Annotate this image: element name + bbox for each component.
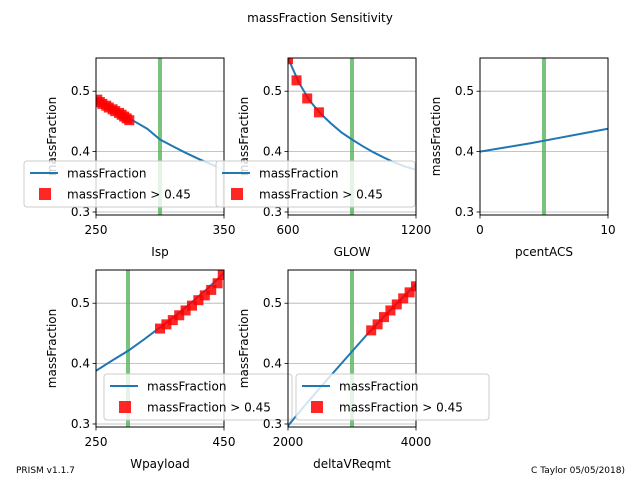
footer-version: PRISM v1.1.7 (16, 466, 75, 476)
x-tick-label: 600 (277, 223, 300, 237)
data-point-above-threshold (217, 270, 224, 280)
figure-title: massFraction Sensitivity (247, 11, 393, 25)
series-line-massFraction (96, 272, 224, 372)
plot-frame (479, 57, 609, 216)
data-point-above-threshold (313, 107, 324, 118)
y-tick-label: 0.5 (263, 296, 282, 310)
data-point-above-threshold (366, 325, 377, 336)
y-tick-label: 0.3 (71, 205, 90, 219)
legend-box (103, 373, 293, 421)
y-axis-label: massFraction (237, 309, 251, 388)
x-tick-label: 2000 (273, 435, 304, 449)
x-axis-label: pcentACS (515, 245, 573, 259)
legend-box (295, 373, 490, 421)
x-tick-label: 250 (85, 435, 108, 449)
legend-entry-label: massFraction > 0.45 (259, 188, 383, 202)
data-point-above-threshold (174, 310, 185, 321)
data-point-above-threshold (404, 287, 415, 298)
y-axis-label: massFraction (237, 97, 251, 176)
y-tick-label: 0.5 (455, 84, 474, 98)
data-point-above-threshold (161, 319, 172, 330)
plot-frame (95, 57, 225, 216)
data-point-above-threshold (212, 278, 223, 289)
x-axis-label: Isp (151, 245, 168, 259)
y-tick-label: 0.4 (71, 357, 90, 371)
legend-marker-swatch (231, 188, 243, 200)
legend-entry-label: massFraction (67, 167, 146, 181)
plot-frame (95, 269, 225, 428)
data-point-above-threshold (187, 300, 197, 311)
data-point-above-threshold (180, 305, 191, 316)
legend: massFraction massFraction > 0.45 (295, 373, 490, 421)
data-point-above-threshold (199, 290, 210, 301)
y-tick-label: 0.4 (455, 145, 474, 159)
data-point-above-threshold (379, 312, 389, 323)
y-tick-label: 0.3 (455, 205, 474, 219)
plot-frame (287, 269, 417, 428)
footer-author-date: C Taylor 05/05/2018) (531, 466, 625, 476)
y-tick-label: 0.5 (71, 296, 90, 310)
series-line-massFraction (480, 127, 608, 153)
x-axis-label: deltaVReqmt (313, 457, 391, 471)
legend-entry-label: massFraction > 0.45 (67, 188, 191, 202)
y-axis-label: massFraction (45, 309, 59, 388)
legend: massFraction massFraction > 0.45 (23, 160, 224, 208)
y-tick-label: 0.4 (71, 145, 90, 159)
subplot-5: 0.3 0.4 0.5 2000 4000 deltaVReqmt massFraction… (237, 269, 490, 471)
data-point-above-threshold (411, 281, 416, 292)
y-axis-label: massFraction (429, 97, 443, 176)
y-tick-label: 0.4 (263, 145, 282, 159)
y-tick-label: 0.3 (263, 205, 282, 219)
data-point-above-threshold (302, 93, 313, 104)
y-axis-label: massFraction (45, 97, 59, 176)
x-tick-label: 450 (213, 435, 236, 449)
data-point-above-threshold (372, 319, 383, 330)
plot-frame (287, 57, 417, 216)
legend-box (215, 160, 416, 208)
legend-marker-swatch (119, 401, 131, 413)
legend-entry-label: massFraction > 0.45 (339, 401, 463, 415)
data-point-above-threshold (124, 115, 135, 126)
legend-marker-swatch (39, 188, 51, 200)
legend-entry-label: massFraction (147, 380, 226, 394)
x-tick-label: 250 (85, 223, 108, 237)
legend: massFraction massFraction > 0.45 (215, 160, 416, 208)
data-point-above-threshold (193, 295, 204, 306)
data-point-above-threshold (167, 315, 178, 326)
x-axis-label: GLOW (334, 245, 371, 259)
data-point-above-threshold (155, 323, 165, 334)
x-tick-label: 0 (476, 223, 484, 237)
data-point-above-threshold (288, 58, 293, 65)
y-tick-label: 0.4 (263, 357, 282, 371)
legend-entry-label: massFraction (339, 380, 418, 394)
legend-entry-label: massFraction > 0.45 (147, 401, 271, 415)
x-axis-label: Wpayload (130, 457, 190, 471)
y-tick-label: 0.5 (263, 84, 282, 98)
x-tick-label: 10 (600, 223, 615, 237)
x-tick-label: 1200 (401, 223, 432, 237)
y-tick-label: 0.3 (71, 417, 90, 431)
data-point-above-threshold (206, 284, 217, 295)
data-point-above-threshold (385, 305, 396, 316)
data-point-above-threshold (391, 299, 402, 310)
x-tick-label: 350 (213, 223, 236, 237)
legend: massFraction massFraction > 0.45 (103, 373, 293, 421)
legend-marker-swatch (311, 401, 323, 413)
data-point-above-threshold (291, 75, 302, 86)
data-point-above-threshold (398, 293, 409, 304)
x-tick-label: 4000 (401, 435, 432, 449)
y-tick-label: 0.3 (263, 417, 282, 431)
subplot-3: 0.3 0.4 0.5 0 10 pcentACS massFraction (429, 57, 616, 259)
legend-entry-label: massFraction (259, 167, 338, 181)
y-tick-label: 0.5 (71, 84, 90, 98)
